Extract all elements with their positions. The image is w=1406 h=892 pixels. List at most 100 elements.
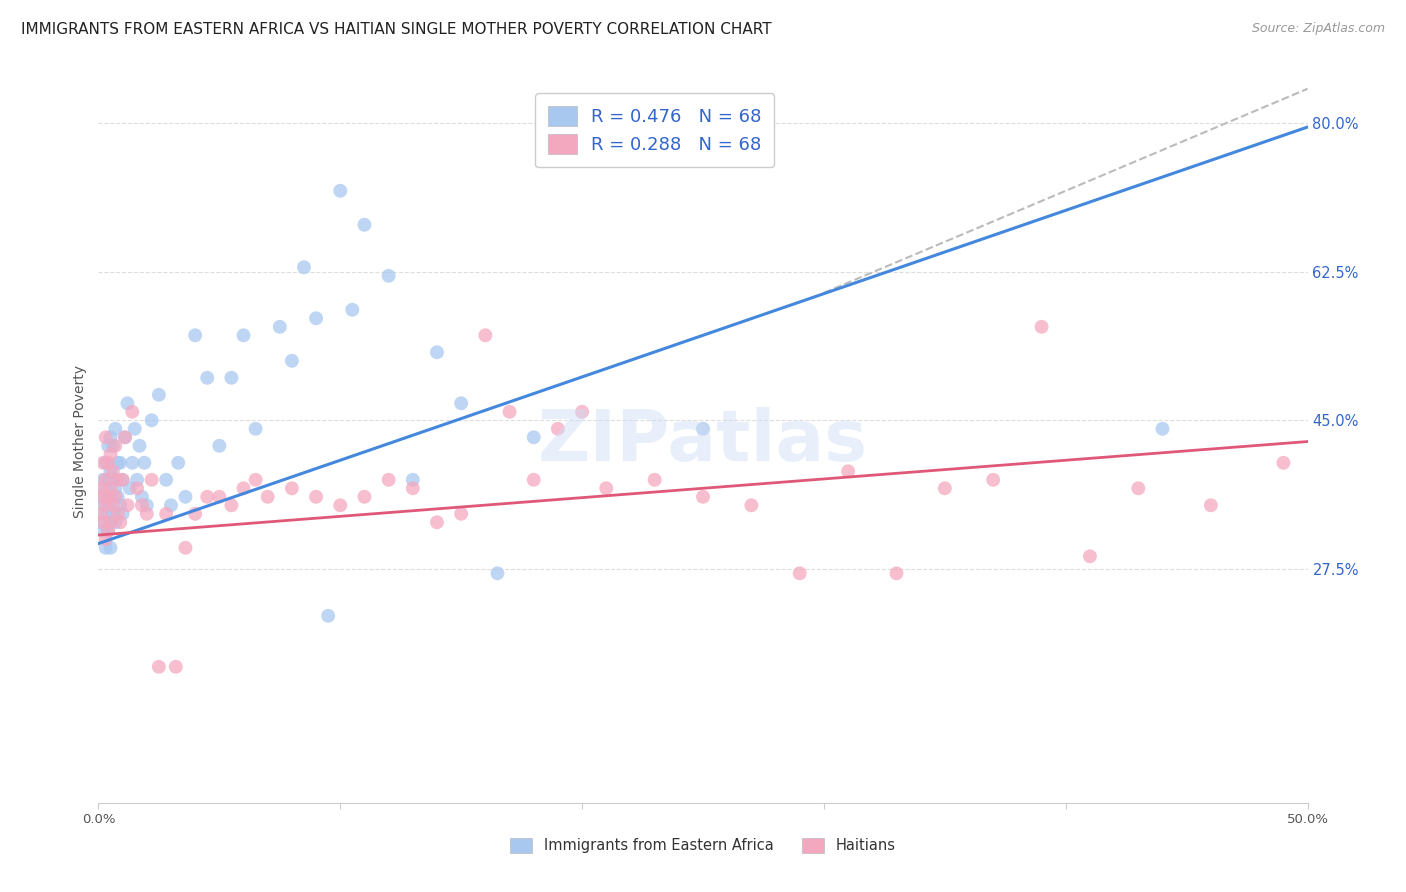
Point bbox=[789, 566, 811, 581]
Point bbox=[101, 464, 124, 478]
Point bbox=[498, 405, 520, 419]
Point bbox=[101, 507, 124, 521]
Point bbox=[155, 507, 177, 521]
Text: Source: ZipAtlas.com: Source: ZipAtlas.com bbox=[1251, 22, 1385, 36]
Point bbox=[232, 481, 254, 495]
Point bbox=[523, 473, 546, 487]
Point bbox=[90, 490, 112, 504]
Point bbox=[91, 516, 114, 530]
Point bbox=[131, 490, 153, 504]
Point bbox=[342, 302, 364, 317]
Point bbox=[208, 439, 231, 453]
Point bbox=[97, 456, 120, 470]
Point bbox=[281, 481, 304, 495]
Point bbox=[329, 184, 352, 198]
Point bbox=[111, 473, 134, 487]
Point bbox=[94, 481, 117, 495]
Point bbox=[886, 566, 908, 581]
Point bbox=[100, 516, 122, 530]
Point bbox=[450, 396, 472, 410]
Point bbox=[97, 439, 120, 453]
Point bbox=[90, 481, 112, 495]
Point bbox=[101, 498, 124, 512]
Point bbox=[90, 507, 112, 521]
Point bbox=[135, 498, 157, 512]
Point bbox=[450, 507, 472, 521]
Point bbox=[104, 490, 127, 504]
Point bbox=[692, 490, 714, 504]
Point bbox=[195, 490, 218, 504]
Point bbox=[377, 473, 399, 487]
Point bbox=[208, 490, 231, 504]
Point bbox=[100, 516, 122, 530]
Legend: Immigrants from Eastern Africa, Haitians: Immigrants from Eastern Africa, Haitians bbox=[503, 830, 903, 861]
Point bbox=[100, 430, 122, 444]
Point bbox=[124, 422, 146, 436]
Point bbox=[221, 371, 243, 385]
Point bbox=[305, 490, 328, 504]
Point bbox=[426, 516, 449, 530]
Point bbox=[155, 473, 177, 487]
Point bbox=[104, 439, 127, 453]
Point bbox=[100, 490, 122, 504]
Point bbox=[97, 473, 120, 487]
Point bbox=[91, 490, 114, 504]
Point bbox=[474, 328, 496, 343]
Point bbox=[101, 439, 124, 453]
Point bbox=[595, 481, 617, 495]
Point bbox=[174, 541, 197, 555]
Point bbox=[107, 473, 129, 487]
Point bbox=[292, 260, 315, 275]
Point bbox=[108, 516, 131, 530]
Point bbox=[981, 473, 1004, 487]
Point bbox=[131, 498, 153, 512]
Text: IMMIGRANTS FROM EASTERN AFRICA VS HAITIAN SINGLE MOTHER POVERTY CORRELATION CHAR: IMMIGRANTS FROM EASTERN AFRICA VS HAITIA… bbox=[21, 22, 772, 37]
Point bbox=[94, 498, 117, 512]
Point bbox=[108, 456, 131, 470]
Point bbox=[135, 507, 157, 521]
Point bbox=[141, 473, 163, 487]
Point bbox=[167, 456, 190, 470]
Point bbox=[107, 507, 129, 521]
Point bbox=[486, 566, 509, 581]
Point bbox=[91, 473, 114, 487]
Point bbox=[94, 541, 117, 555]
Point bbox=[94, 473, 117, 487]
Point bbox=[94, 507, 117, 521]
Point bbox=[134, 456, 156, 470]
Point bbox=[111, 507, 134, 521]
Point bbox=[91, 498, 114, 512]
Point bbox=[426, 345, 449, 359]
Point bbox=[377, 268, 399, 283]
Point bbox=[121, 456, 143, 470]
Point bbox=[644, 473, 666, 487]
Point bbox=[101, 473, 124, 487]
Point bbox=[97, 490, 120, 504]
Point bbox=[121, 405, 143, 419]
Point bbox=[184, 328, 207, 343]
Point bbox=[1128, 481, 1150, 495]
Point bbox=[91, 456, 114, 470]
Point bbox=[740, 498, 762, 512]
Point bbox=[402, 481, 425, 495]
Point bbox=[100, 447, 122, 461]
Point bbox=[402, 473, 425, 487]
Point bbox=[353, 490, 375, 504]
Point bbox=[111, 473, 134, 487]
Point bbox=[353, 218, 375, 232]
Point bbox=[934, 481, 956, 495]
Point bbox=[837, 464, 859, 478]
Point bbox=[107, 456, 129, 470]
Point bbox=[114, 430, 136, 444]
Point bbox=[281, 353, 304, 368]
Point bbox=[117, 498, 139, 512]
Point bbox=[100, 481, 122, 495]
Point bbox=[160, 498, 183, 512]
Point bbox=[245, 473, 267, 487]
Point bbox=[104, 516, 127, 530]
Point bbox=[1272, 456, 1295, 470]
Text: ZIPatlas: ZIPatlas bbox=[538, 407, 868, 476]
Point bbox=[148, 388, 170, 402]
Point bbox=[141, 413, 163, 427]
Point bbox=[174, 490, 197, 504]
